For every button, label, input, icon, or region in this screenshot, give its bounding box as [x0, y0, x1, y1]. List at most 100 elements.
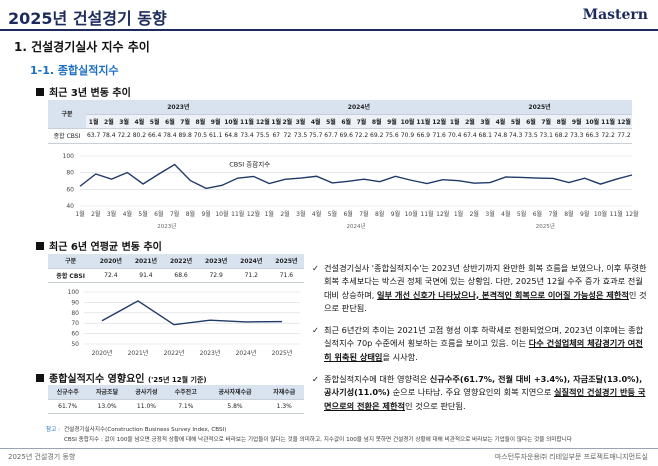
x-tick-label: 11월: [231, 210, 244, 218]
month-header: 11월: [600, 114, 616, 129]
x-tick-label: 4월: [123, 210, 132, 218]
commentary-text: 종합실적지수에 대한 영향력은: [324, 374, 430, 385]
year-header: 2024년: [270, 100, 448, 115]
row-label: 종합 CBSI: [48, 268, 94, 283]
monthly-value-cell: 66.4: [147, 128, 163, 144]
footnote-line: 건설경기실사지수(Construction Business Survey In…: [63, 427, 227, 433]
series-line: [101, 300, 283, 326]
x-tick-label: 2021년: [128, 349, 149, 357]
commentary-text: 인 것으로 판단됨.: [405, 400, 466, 411]
commentary-emphasis: 다수 건설업체의 체감경기가 여전히 위축된 상태임: [324, 338, 643, 362]
month-header: 2월: [281, 114, 293, 129]
series-line: [79, 163, 633, 190]
annual-value-cell: 71.6: [268, 268, 304, 283]
month-header: 2월: [462, 114, 478, 129]
annual-value-cell: 91.4: [128, 268, 164, 283]
annual-line-chart: 100 90 80 70 60 50 2020년 2021년 2022년 2023년 2024년 20…: [68, 289, 300, 357]
month-header: 6월: [523, 114, 539, 129]
monthly-value-cell: 66.3: [584, 128, 601, 144]
square-bullet-icon: [36, 88, 44, 96]
annual-heading-text: 최근 6년 연평균 변동 추이: [49, 242, 162, 253]
month-header: 5월: [147, 114, 163, 129]
year-row: 구분 2023년 2024년 2025년: [48, 100, 632, 129]
row-label: 종합 CBSI: [48, 128, 86, 144]
commentary: ✓ 건설경기실사 '종합실적지수'는 2023년 상반기까지 완만한 회복 흐름…: [312, 262, 650, 422]
factors-value-row: 61.7% 13.0% 11.0% 7.1% 5.8% 1.3%: [48, 399, 304, 414]
factors-value-cell: 1.3%: [264, 399, 304, 414]
month-header: 2월: [101, 114, 117, 129]
monthly-value-cell: 71.6: [431, 128, 448, 144]
x-tick-label: 8월: [564, 210, 573, 218]
month-header: 1월: [447, 114, 463, 129]
monthly-value-cell: 89.8: [177, 128, 193, 144]
x-tick-label: 12월: [625, 210, 638, 218]
x-tick-label: 3월: [296, 210, 305, 218]
x-tick-label: 8월: [186, 210, 195, 218]
x-tick-label: 6월: [343, 210, 352, 218]
page-header: 2025년 건설경기 동향 Mastern: [0, 0, 658, 31]
factors-header-cell: 자금조달: [87, 385, 127, 400]
check-icon: ✓: [312, 374, 319, 385]
page-title: 2025년 건설경기 동향: [8, 9, 167, 28]
month-header: 8월: [553, 114, 570, 129]
x-tick-label: 2024년: [236, 349, 257, 357]
month-header: 7월: [538, 114, 554, 129]
x-tick-label: 10월: [215, 210, 228, 218]
monthly-value-cell: 68.2: [553, 128, 570, 144]
series-label: CBSI 종합지수: [229, 160, 270, 169]
monthly-value-cell: 67.4: [462, 128, 478, 144]
factors-header-cell: 자재수급: [264, 385, 304, 400]
month-header: 12월: [254, 114, 271, 129]
annual-heading: 최근 6년 연평균 변동 추이: [36, 238, 162, 253]
x-tick-label: 9월: [201, 210, 210, 218]
monthly-table: 구분 2023년 2024년 2025년 1월 2월 3월 4월 5월 6월 7월 8월 9월 1…: [48, 100, 632, 144]
x-tick-label: 6월: [533, 210, 542, 218]
factors-value-cell: 13.0%: [87, 399, 127, 414]
x-tick-label: 2월: [470, 210, 479, 218]
commentary-emphasis: 실질적인 건설경기 반등 국면으로의 전환은 제한적: [324, 387, 646, 411]
x-tick-label: 5월: [138, 210, 147, 218]
month-header: 12월: [431, 114, 448, 129]
y-tick-label: 60: [66, 186, 74, 193]
x-tick-label: 1월: [265, 210, 274, 218]
monthly-value-cell: 73.1: [538, 128, 554, 144]
month-header: 7월: [353, 114, 370, 129]
factors-heading-note: ('25년 12월 기준): [147, 376, 207, 384]
x-tick-label: 3월: [107, 210, 116, 218]
commentary-text: 건설경기실사 '종합실적지수'는 2023년 상반기까지 완만한 회복 흐름을 …: [324, 263, 647, 300]
annual-header-cell: 2020년: [93, 254, 129, 269]
monthly-value-cell: 70.5: [192, 128, 208, 144]
x-tick-label: 11월: [420, 210, 433, 218]
x-tick-label: 2022년: [164, 349, 185, 357]
value-row: 종합 CBSI 63.7 78.4 72.2 80.2 66.4 78.4 89.8 70.5…: [48, 128, 632, 144]
commentary-paragraph: ✓ 건설경기실사 '종합실적지수'는 2023년 상반기까지 완만한 회복 흐름…: [312, 262, 650, 315]
footnote-line: CBSI 종합지수 : 값이 100을 넘으면 긍정적 상황에 대해 낙관적으로…: [64, 437, 572, 443]
month-header: 1월: [86, 114, 102, 129]
year-label: 2025년: [536, 222, 555, 230]
year-header: 2025년: [447, 100, 632, 115]
x-tick-label: 3월: [485, 210, 494, 218]
factors-header-cell: 공사기성: [126, 385, 167, 400]
month-header: 12월: [616, 114, 632, 129]
x-tick-label: 10월: [594, 210, 607, 218]
month-header: 6월: [338, 114, 354, 129]
month-header: 10월: [223, 114, 240, 129]
y-tick-label: 80: [71, 310, 79, 317]
y-tick-label: 80: [66, 170, 74, 177]
monthly-value-cell: 77.2: [616, 128, 632, 144]
monthly-value-cell: 74.3: [508, 128, 524, 144]
annual-header-cell: 구분: [48, 254, 94, 269]
commentary-text: 인 것으로 판단됨.: [324, 289, 647, 313]
monthly-value-cell: 73.3: [569, 128, 585, 144]
month-header: 11월: [415, 114, 432, 129]
monthly-value-cell: 72.2: [116, 128, 132, 144]
factors-value-cell: 61.7%: [48, 399, 88, 414]
annual-value-cell: 72.9: [198, 268, 234, 283]
annual-value-cell: 71.2: [233, 268, 269, 283]
y-tick-label: 50: [71, 341, 79, 348]
annual-header-cell: 2023년: [198, 254, 234, 269]
month-header: 10월: [584, 114, 601, 129]
monthly-value-cell: 75.5: [254, 128, 271, 144]
section-heading: 1. 건설경기실사 지수 추이: [14, 40, 150, 54]
